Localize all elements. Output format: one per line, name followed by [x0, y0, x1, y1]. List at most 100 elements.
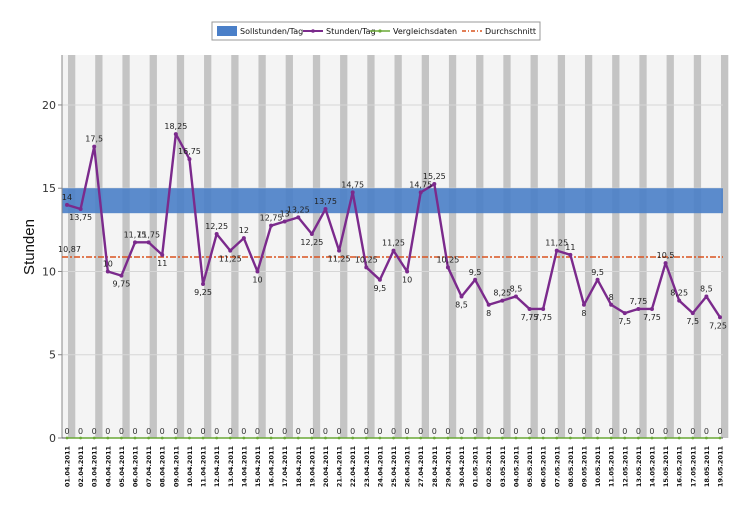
stunden-data-label: 12,75 — [260, 214, 283, 223]
vergleichsdaten-label: 0 — [377, 427, 382, 436]
stunden-data-label: 11,25 — [219, 255, 242, 264]
grid-stripe — [530, 55, 538, 438]
x-tick-label: 28.04.2011 — [431, 446, 439, 488]
stunden-data-label: 11,25 — [382, 239, 405, 248]
stunden-point — [649, 306, 654, 311]
vergleichsdaten-label: 0 — [337, 427, 342, 436]
stunden-data-label: 11 — [157, 259, 167, 268]
stunden-point — [323, 207, 328, 212]
vergleichsdaten-label: 0 — [160, 427, 165, 436]
vergleichsdaten-point — [650, 436, 654, 440]
stunden-point — [486, 302, 491, 307]
x-tick-label: 11.05.2011 — [608, 446, 616, 488]
stunden-data-label: 9,5 — [374, 284, 387, 293]
stunden-point — [350, 190, 355, 195]
x-tick-label: 06.04.2011 — [132, 446, 140, 488]
vergleichsdaten-point — [596, 436, 599, 440]
stunden-data-label: 10 — [402, 275, 412, 284]
vergleichsdaten-point — [106, 436, 110, 440]
y-tick-label: 0 — [49, 432, 56, 445]
x-tick-label: 17.05.2011 — [689, 446, 697, 488]
vergleichsdaten-point — [704, 436, 708, 440]
stunden-point — [609, 302, 614, 307]
y-tick-label: 10 — [42, 265, 56, 278]
legend: Sollstunden/Tag Stunden/Tag Vergleichsdate… — [211, 21, 541, 41]
vergleichsdaten-point — [446, 436, 450, 440]
stunden-data-label: 10,25 — [355, 255, 378, 264]
stunden-data-label: 11,25 — [545, 239, 568, 248]
vergleichsdaten-label: 0 — [255, 427, 260, 436]
vergleichsdaten-label: 0 — [364, 427, 369, 436]
x-tick-label: 10.05.2011 — [594, 446, 602, 488]
vergleichsdaten-label: 0 — [663, 427, 668, 436]
x-tick-label: 22.04.2011 — [349, 446, 357, 488]
stunden-point — [622, 311, 627, 316]
vergleichsdaten-label: 0 — [609, 427, 614, 436]
x-tick-label: 17.04.2011 — [281, 446, 289, 488]
vergleichsdaten-point — [541, 436, 545, 440]
stunden-point — [187, 157, 192, 162]
vergleichsdaten-label: 0 — [717, 427, 722, 436]
stunden-data-label: 14,75 — [409, 180, 432, 189]
stunden-data-label: 16,75 — [178, 147, 201, 156]
vergleichsdaten-label: 0 — [636, 427, 641, 436]
stunden-point — [377, 277, 382, 282]
vergleichsdaten-point — [65, 436, 69, 440]
x-tick-labels: 01.04.2011 02.04.2011 03.04.2011 04.04.2011… — [64, 446, 725, 488]
legend-marker-stunden — [311, 29, 315, 33]
vergleichsdaten-label: 0 — [541, 427, 546, 436]
vergleichsdaten-point — [337, 436, 341, 440]
vergleichsdaten-label: 0 — [92, 427, 97, 436]
average-label: 10,87 — [58, 245, 81, 254]
grid-stripe — [503, 55, 511, 438]
stunden-data-label: 12,25 — [205, 222, 228, 231]
x-tick-label: 04.04.2011 — [104, 446, 112, 488]
stunden-data-label: 8,25 — [493, 289, 511, 298]
stunden-data-label: 13 — [280, 210, 290, 219]
stunden-point — [500, 298, 505, 303]
vergleichsdaten-point — [718, 436, 722, 440]
stunden-data-label: 18,25 — [164, 122, 187, 131]
vergleichsdaten-label: 0 — [105, 427, 110, 436]
stunden-data-label: 8,5 — [455, 300, 468, 309]
vergleichsdaten-label: 0 — [527, 427, 532, 436]
x-tick-label: 09.04.2011 — [172, 446, 180, 488]
stunden-data-label: 7,5 — [686, 317, 699, 326]
stunden-point — [105, 269, 110, 274]
x-tick-label: 20.04.2011 — [322, 446, 330, 488]
stunden-point — [418, 190, 423, 195]
stunden-point — [568, 252, 573, 257]
stunden-point — [337, 248, 342, 253]
vergleichsdaten-label: 0 — [473, 427, 478, 436]
x-tick-label: 29.04.2011 — [444, 446, 452, 488]
stunden-data-label: 15,25 — [423, 172, 446, 181]
grid-stripe — [394, 55, 402, 438]
x-tick-label: 21.04.2011 — [336, 446, 344, 488]
vergleichsdaten-label: 0 — [595, 427, 600, 436]
vergleichsdaten-label: 0 — [309, 427, 314, 436]
grid-stripe — [721, 55, 729, 438]
stunden-data-label: 7,75 — [521, 313, 539, 322]
x-tick-label: 05.05.2011 — [526, 446, 534, 488]
grid-stripe — [693, 55, 702, 438]
x-tick-label: 12.04.2011 — [213, 446, 221, 488]
stunden-data-label: 7,25 — [709, 321, 727, 330]
stunden-point — [677, 298, 682, 303]
vergleichsdaten-label: 0 — [405, 427, 410, 436]
stunden-data-label: 8,5 — [510, 284, 523, 293]
vergleichsdaten-label: 0 — [445, 427, 450, 436]
grid-stripe — [448, 55, 457, 438]
vergleichsdaten-label: 0 — [214, 427, 219, 436]
vergleichsdaten-point — [691, 436, 695, 440]
grid-stripe — [312, 55, 321, 438]
x-tick-label: 07.05.2011 — [553, 446, 561, 488]
x-tick-label: 10.04.2011 — [186, 446, 194, 488]
vergleichsdaten-label: 0 — [296, 427, 301, 436]
stunden-data-label: 12,25 — [300, 238, 323, 247]
x-tick-label: 19.05.2011 — [717, 446, 725, 488]
stunden-point — [432, 182, 437, 187]
vergleichsdaten-point — [296, 436, 300, 440]
x-tick-label: 23.04.2011 — [363, 446, 371, 488]
stunden-point — [173, 132, 178, 137]
